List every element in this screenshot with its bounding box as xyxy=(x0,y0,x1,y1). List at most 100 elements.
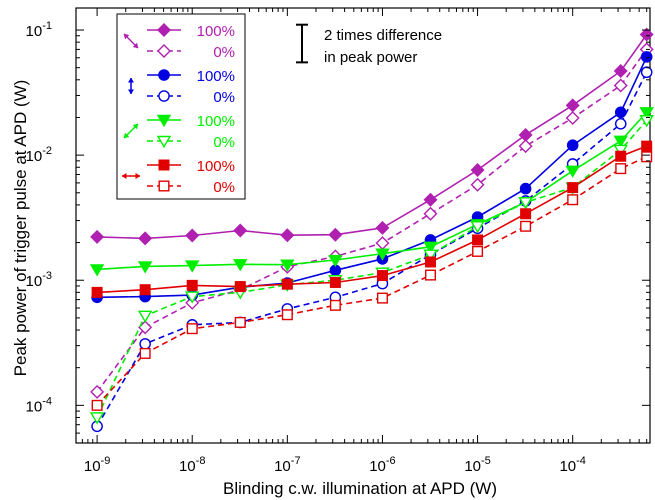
legend-marker xyxy=(158,159,170,171)
data-point xyxy=(234,281,246,293)
data-point xyxy=(639,115,654,128)
data-point xyxy=(233,223,248,238)
legend-marker xyxy=(156,114,172,128)
data-point xyxy=(91,399,103,411)
series-horizontal-open xyxy=(91,151,653,411)
legend-arrow-head xyxy=(123,132,130,139)
series-horizontal-filled xyxy=(91,140,653,298)
legend-arrow-head xyxy=(123,33,130,40)
legend-group-diagonal-swne: 100% 0% xyxy=(123,113,235,151)
data-point xyxy=(613,64,628,79)
data-point xyxy=(518,127,533,142)
data-point xyxy=(565,98,580,113)
annotation: 2 times difference in peak power xyxy=(296,23,442,66)
y-axis-title: Peak power of trigger pulse at APD (W) xyxy=(11,80,30,377)
data-point xyxy=(375,248,390,261)
legend-label: 0% xyxy=(213,44,235,61)
data-point xyxy=(137,261,153,274)
series-layer xyxy=(89,27,654,433)
data-point xyxy=(640,66,653,79)
legend-arrow-head xyxy=(127,77,135,83)
legend-label: 100% xyxy=(197,113,235,130)
data-point xyxy=(472,234,484,246)
data-point xyxy=(423,249,438,262)
data-point xyxy=(186,323,198,335)
legend-box xyxy=(116,13,246,200)
y-tick-label: 10-1 xyxy=(26,20,52,40)
data-point xyxy=(614,106,627,119)
legend-marker xyxy=(156,135,172,149)
data-point xyxy=(641,151,653,163)
legend-arrow-head xyxy=(135,172,141,180)
data-point xyxy=(329,299,341,311)
legend-arrow-head xyxy=(127,89,135,95)
data-point xyxy=(186,279,198,291)
x-tick-label: 10-6 xyxy=(369,455,395,475)
data-point xyxy=(566,139,579,152)
data-point xyxy=(518,139,533,154)
data-point xyxy=(280,228,295,243)
data-point xyxy=(518,197,533,210)
x-axis-title: Blinding c.w. illumination at APD (W) xyxy=(223,479,497,498)
data-point xyxy=(375,236,390,251)
data-point xyxy=(184,291,200,304)
data-point xyxy=(234,316,246,328)
legend: 100% 0% 100% 0% 100% 0% 100% 0% xyxy=(116,13,246,200)
legend-label: 0% xyxy=(213,134,235,151)
data-point xyxy=(470,221,485,234)
plot-frame xyxy=(75,7,651,444)
data-point xyxy=(139,347,151,359)
legend-marker xyxy=(158,180,170,192)
data-point xyxy=(520,220,532,232)
legend-group-horizontal: 100% 0% xyxy=(121,158,235,196)
data-point xyxy=(567,194,579,206)
y-tick-label: 10-2 xyxy=(26,145,52,165)
data-point xyxy=(424,256,436,268)
data-point xyxy=(639,27,654,42)
data-point xyxy=(185,228,200,243)
data-point xyxy=(184,260,200,273)
series-diagonal-nesw-filled xyxy=(90,27,654,246)
legend-marker xyxy=(158,69,170,81)
data-point xyxy=(137,310,153,323)
data-point xyxy=(139,284,151,296)
data-point xyxy=(423,241,438,254)
plot-area xyxy=(75,7,651,444)
legend-group-vertical: 100% 0% xyxy=(127,68,235,106)
data-point xyxy=(423,206,438,221)
y-tick-label: 10-3 xyxy=(26,270,52,290)
data-point xyxy=(565,111,580,126)
legend-marker xyxy=(158,90,170,102)
legend-marker xyxy=(157,23,171,37)
data-point xyxy=(520,208,532,220)
data-point xyxy=(423,192,438,207)
data-point xyxy=(90,384,105,399)
data-point xyxy=(89,412,105,425)
x-tick-label: 10-7 xyxy=(274,455,300,475)
legend-marker xyxy=(157,44,171,58)
data-point xyxy=(613,135,628,148)
data-point xyxy=(519,182,532,195)
data-point xyxy=(328,254,343,268)
legend-label: 0% xyxy=(213,179,235,196)
annotation-line-1: 2 times difference xyxy=(324,27,442,44)
legend-arrow-head xyxy=(132,123,139,130)
legend-arrow-head xyxy=(132,42,139,49)
x-tick-label: 10-9 xyxy=(84,455,110,475)
legend-label: 100% xyxy=(197,158,235,175)
x-tick-label: 10-4 xyxy=(559,455,585,475)
data-point xyxy=(613,144,628,158)
data-point xyxy=(376,292,388,304)
data-point xyxy=(375,220,390,235)
data-point xyxy=(90,229,105,244)
data-point xyxy=(613,78,628,93)
data-point xyxy=(281,278,293,290)
data-point xyxy=(614,118,627,130)
data-point xyxy=(641,140,653,152)
data-point xyxy=(280,259,295,272)
axis-ticks: 10-9 10-8 10-7 10-6 10-5 10-4 10-4 10-3 10-2 10-1 xyxy=(26,8,650,475)
legend-label: 0% xyxy=(213,89,235,106)
data-point xyxy=(376,270,388,282)
data-point xyxy=(640,51,653,63)
